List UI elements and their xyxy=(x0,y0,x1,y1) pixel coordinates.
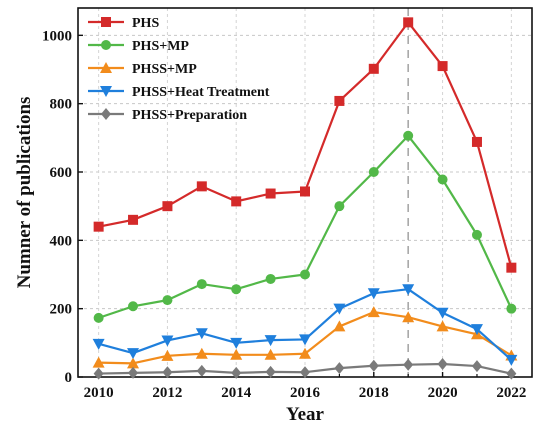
data-point-phss-heat-treatment xyxy=(230,337,243,349)
data-point-phs-mp xyxy=(471,229,482,240)
data-point-phss-preparation xyxy=(471,360,482,373)
x-tick-label: 2020 xyxy=(428,385,458,401)
legend-label-phss-preparation: PHSS+Preparation xyxy=(132,108,247,123)
y-axis-title: Numner of publications xyxy=(14,97,35,289)
data-point-phs xyxy=(231,196,242,207)
x-axis-title: Year xyxy=(286,404,325,425)
x-tick-label: 2012 xyxy=(152,385,182,401)
data-point-phs-mp xyxy=(300,269,310,280)
legend-label-phss-mp: PHSS+MP xyxy=(132,62,197,77)
data-point-phs-mp xyxy=(196,279,207,290)
data-point-phss-heat-treatment xyxy=(264,335,277,347)
data-point-phs xyxy=(265,188,276,199)
data-point-phs xyxy=(334,95,345,106)
legend-marker-phss-heat-treatment xyxy=(100,86,112,97)
data-point-phs xyxy=(300,186,310,197)
legend-marker-phss-mp xyxy=(100,62,112,73)
y-tick-label: 1000 xyxy=(42,28,72,44)
data-point-phss-heat-treatment xyxy=(195,328,208,340)
data-point-phss-preparation xyxy=(437,358,448,371)
data-point-phss-mp xyxy=(161,349,174,361)
data-point-phs-mp xyxy=(231,284,242,295)
data-point-phs xyxy=(368,63,379,74)
data-point-phss-heat-treatment xyxy=(402,284,415,296)
legend-marker-phs-mp xyxy=(101,40,111,50)
data-point-phs-mp xyxy=(368,167,379,177)
data-point-phs xyxy=(196,181,207,192)
data-point-phss-heat-treatment xyxy=(367,288,380,300)
legend-marker-phss-preparation xyxy=(101,108,111,120)
data-point-phss-heat-treatment xyxy=(299,334,311,346)
data-point-phs xyxy=(437,61,448,72)
data-point-phss-mp xyxy=(299,347,311,359)
y-tick-label: 600 xyxy=(50,165,73,181)
x-tick-label: 2022 xyxy=(496,385,526,401)
data-point-phs-mp xyxy=(128,301,139,312)
data-point-phss-preparation xyxy=(231,366,242,379)
data-point-phs-mp xyxy=(403,130,414,141)
legend-label-phs: PHS xyxy=(132,16,159,31)
data-point-phss-preparation xyxy=(300,366,310,379)
data-point-phss-mp xyxy=(195,347,208,359)
data-point-phss-mp xyxy=(127,357,140,369)
data-point-phss-heat-treatment xyxy=(470,324,483,336)
data-point-phs-mp xyxy=(265,273,276,284)
data-point-phss-mp xyxy=(402,311,415,323)
data-point-phss-heat-treatment xyxy=(92,338,105,350)
data-point-phs-mp xyxy=(334,201,345,212)
data-point-phs-mp xyxy=(93,312,104,323)
data-point-phss-mp xyxy=(92,356,105,368)
y-tick-label: 0 xyxy=(65,370,73,386)
y-tick-label: 200 xyxy=(50,302,73,318)
data-point-phss-mp xyxy=(367,306,380,318)
data-point-phss-preparation xyxy=(265,365,276,378)
data-point-phss-mp xyxy=(333,320,346,332)
x-tick-label: 2016 xyxy=(290,385,321,401)
data-point-phs xyxy=(403,17,414,28)
data-point-phss-heat-treatment xyxy=(333,303,346,315)
data-point-phs xyxy=(471,136,482,147)
data-point-phss-mp xyxy=(264,348,277,360)
legend-label-phss-heat-treatment: PHSS+Heat Treatment xyxy=(132,85,270,100)
data-point-phs xyxy=(162,201,173,212)
data-point-phss-heat-treatment xyxy=(436,307,449,319)
data-point-phss-preparation xyxy=(196,364,207,377)
data-point-phss-preparation xyxy=(334,362,345,375)
data-point-phss-preparation xyxy=(93,367,104,380)
data-point-phss-heat-treatment xyxy=(505,354,518,366)
data-point-phs xyxy=(506,262,517,273)
x-tick-label: 2018 xyxy=(359,385,389,401)
data-point-phss-preparation xyxy=(506,367,517,380)
data-point-phs xyxy=(93,221,104,232)
legend-marker-phs xyxy=(101,17,111,27)
data-point-phs xyxy=(128,214,139,225)
y-tick-label: 400 xyxy=(50,233,73,249)
data-point-phss-mp xyxy=(230,348,243,360)
data-point-phss-heat-treatment xyxy=(127,348,140,360)
data-point-phss-preparation xyxy=(403,358,414,371)
x-tick-label: 2014 xyxy=(221,385,252,401)
data-point-phss-preparation xyxy=(128,366,139,379)
data-point-phss-heat-treatment xyxy=(161,335,174,347)
data-point-phs-mp xyxy=(162,295,173,306)
data-point-phss-preparation xyxy=(162,366,173,379)
data-point-phss-mp xyxy=(436,320,449,332)
data-point-phss-preparation xyxy=(368,359,379,372)
y-tick-label: 800 xyxy=(50,97,73,113)
x-tick-label: 2010 xyxy=(84,385,114,401)
data-point-phs-mp xyxy=(506,303,517,314)
legend-label-phs-mp: PHS+MP xyxy=(132,39,189,54)
data-point-phs-mp xyxy=(437,174,448,185)
